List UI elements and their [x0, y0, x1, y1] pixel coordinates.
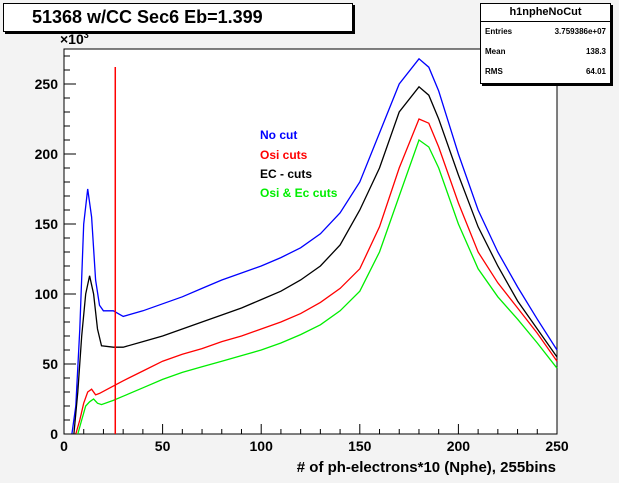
y-tick-label: 0	[50, 426, 58, 442]
y-tick-label: 50	[42, 356, 58, 372]
y-tick-label: 250	[35, 76, 59, 92]
legend-item-osi-cuts: Osi cuts	[260, 148, 308, 162]
stats-value: 64.01	[585, 67, 606, 76]
y-tick-label: 200	[35, 146, 59, 162]
series-layer	[71, 57, 558, 435]
title-box: 51368 w/CC Sec6 Eb=1.399	[3, 3, 353, 32]
x-tick-label: 200	[447, 438, 471, 454]
x-axis-label: # of ph-electrons*10 (Nphe), 255bins	[297, 459, 556, 476]
legend-item-ec-cuts: EC - cuts	[260, 167, 313, 181]
stats-value: 3.759386e+07	[554, 27, 606, 36]
legend-item-osi-ec-cuts: Osi & Ec cuts	[260, 186, 338, 200]
stats-label: Mean	[485, 47, 506, 56]
y-multiplier-base: ×10	[60, 31, 84, 47]
stats-box: h1npheNoCut Entries 3.759386e+07 Mean 13…	[480, 3, 611, 84]
x-tick-label: 100	[250, 438, 274, 454]
x-axis: 0 50 100 150 200 250	[60, 424, 569, 454]
stats-row-mean: Mean 138.3	[481, 42, 610, 62]
x-tick-label: 50	[155, 438, 171, 454]
stats-histogram-name: h1npheNoCut	[481, 4, 610, 22]
stats-label: RMS	[485, 67, 503, 76]
x-tick-label: 150	[348, 438, 372, 454]
y-axis: 0 50 100 150 200 250	[35, 55, 76, 442]
x-tick-label: 250	[545, 438, 569, 454]
series-line-2	[73, 85, 558, 435]
stats-row-entries: Entries 3.759386e+07	[481, 22, 610, 42]
legend-item-no-cut: No cut	[260, 128, 298, 142]
x-tick-label: 0	[60, 438, 68, 454]
stats-value: 138.3	[585, 47, 606, 56]
y-tick-label: 150	[35, 216, 59, 232]
y-multiplier-exponent: 3	[84, 30, 89, 40]
y-tick-label: 100	[35, 286, 59, 302]
series-line-0	[71, 57, 558, 435]
chart-title: 51368 w/CC Sec6 Eb=1.399	[32, 7, 263, 27]
y-multiplier: ×103	[60, 30, 89, 47]
series-line-3	[77, 138, 558, 435]
stats-label: Entries	[485, 27, 513, 36]
series-line-1	[75, 118, 558, 435]
stats-row-rms: RMS 64.01	[481, 62, 610, 82]
